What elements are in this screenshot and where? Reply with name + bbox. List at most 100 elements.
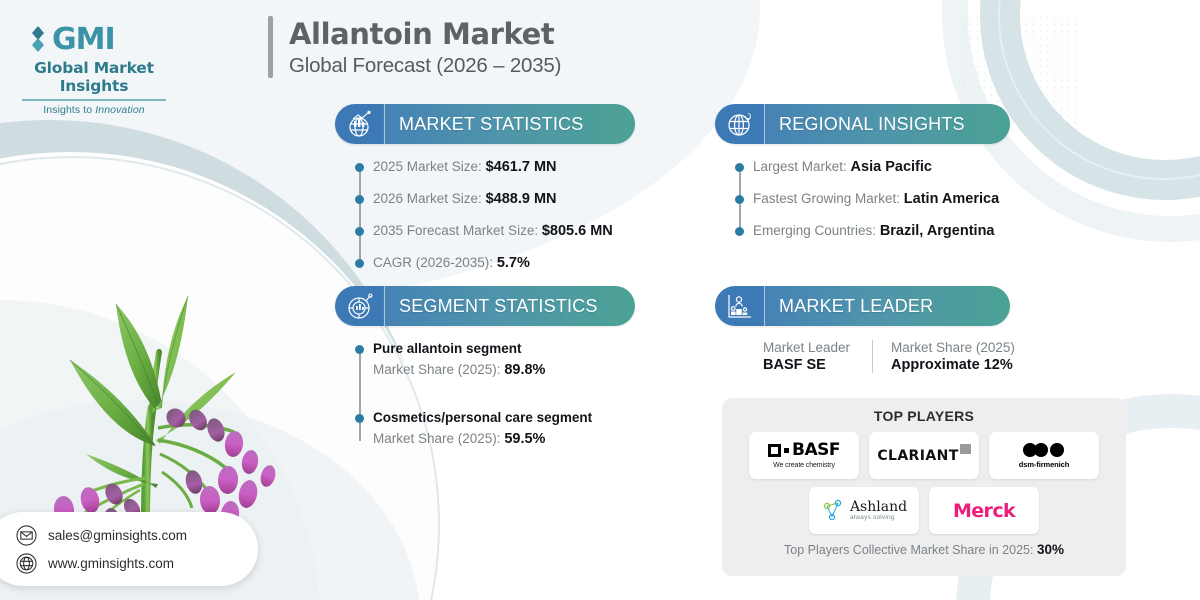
list-item: 2025 Market Size: $461.7 MN xyxy=(355,158,635,177)
logo-tagline-emphasis: Innovation xyxy=(95,103,145,116)
list-item: CAGR (2026-2035): 5.7% xyxy=(355,254,635,273)
merck-wordmark: Merck xyxy=(952,499,1016,522)
top-players-row: Ashland always solving Merck xyxy=(734,487,1114,534)
segment-statistics-list: Pure allantoin segment Market Share (202… xyxy=(355,340,635,449)
logo-company-name: Global Market Insights xyxy=(34,59,154,95)
gmi-logo: GMI Global Market Insights Insights to I… xyxy=(12,22,176,116)
panel-header-market-leader: MARKET LEADER xyxy=(715,286,1010,326)
donut-chart-icon xyxy=(335,286,385,326)
panel-segment-statistics: SEGMENT STATISTICS Pure allantoin segmen… xyxy=(335,286,635,449)
title-accent-bar xyxy=(268,16,273,79)
segment-share-label: Market Share (2025): xyxy=(373,361,505,377)
market-share-column: Market Share (2025) Approximate 12% xyxy=(872,340,1037,373)
panel-title-market-leader: MARKET LEADER xyxy=(779,295,934,316)
segment-share-value: 89.8% xyxy=(504,361,546,378)
dsm-wordmark: dsm-firmenich xyxy=(1018,459,1070,469)
list-item: Fastest Growing Market: Latin America xyxy=(735,190,1010,209)
item-value: Latin America xyxy=(903,190,1000,207)
segment-share-label: Market Share (2025): xyxy=(373,430,505,446)
panel-market-leader: MARKET LEADER Market Leader BASF SE Mark… xyxy=(715,286,1015,373)
list-item: 2035 Forecast Market Size: $805.6 MN xyxy=(355,222,635,241)
contact-website-text: www.gminsights.com xyxy=(48,555,175,571)
podium-leader-icon xyxy=(715,286,765,326)
panel-regional-insights: REGIONAL INSIGHTS Largest Market: Asia P… xyxy=(715,104,1010,241)
clariant-square-icon xyxy=(959,443,971,454)
market-leader-column: Market Leader BASF SE xyxy=(763,340,872,373)
item-value: Brazil, Argentina xyxy=(879,222,995,239)
svg-text:GMI: GMI xyxy=(52,22,115,56)
market-share-value: Approximate 12% xyxy=(891,357,1013,373)
ashland-text: Ashland always solving xyxy=(850,500,907,522)
logo-tile-merck[interactable]: Merck xyxy=(929,487,1039,534)
globe-icon xyxy=(16,552,37,574)
list-item: Pure allantoin segment Market Share (202… xyxy=(355,340,635,379)
contact-email-text: sales@gminsights.com xyxy=(48,527,188,543)
gmi-logo-mark: GMI xyxy=(12,22,176,56)
ashland-tagline: always solving xyxy=(849,513,895,521)
dsm-firmenich-logo: dsm-firmenich xyxy=(1018,442,1070,469)
item-value: $805.6 MN xyxy=(541,222,613,239)
segment-name: Pure allantoin segment xyxy=(373,341,522,356)
panel-header-market-statistics: MARKET STATISTICS xyxy=(335,104,635,144)
basf-square-icon xyxy=(768,444,781,457)
top-players-panel: TOP PLAYERS BASF We create chemistry CLA… xyxy=(722,398,1126,576)
market-statistics-list: 2025 Market Size: $461.7 MN 2026 Market … xyxy=(355,158,635,272)
contact-website-row[interactable]: www.gminsights.com xyxy=(16,552,258,574)
list-item: Emerging Countries: Brazil, Argentina xyxy=(735,222,1010,241)
panel-market-statistics: MARKET STATISTICS 2025 Market Size: $461… xyxy=(335,104,635,272)
item-value: $461.7 MN xyxy=(485,159,557,175)
ashland-node-icon xyxy=(823,499,842,520)
item-label: 2026 Market Size: xyxy=(373,190,486,206)
clariant-logo: CLARIANT xyxy=(877,443,971,464)
email-icon xyxy=(16,524,37,546)
segment-name: Cosmetics/personal care segment xyxy=(373,410,593,426)
dsm-dots-icon xyxy=(1019,442,1069,457)
contact-email-row[interactable]: sales@gminsights.com xyxy=(16,524,258,546)
market-share-label: Market Share (2025) xyxy=(891,340,1015,355)
logo-divider xyxy=(22,99,166,101)
market-leader-label: Market Leader xyxy=(763,340,851,355)
globe-chart-icon xyxy=(335,104,385,144)
segment-share-value: 59.5% xyxy=(504,430,546,447)
logo-tagline-pre: Insights to xyxy=(43,103,96,116)
panel-header-regional-insights: REGIONAL INSIGHTS xyxy=(715,104,1010,144)
diamond-icon xyxy=(31,26,44,52)
ashland-wordmark: Ashland xyxy=(849,498,908,515)
item-value: Asia Pacific xyxy=(850,159,932,175)
panel-title-market-statistics: MARKET STATISTICS xyxy=(399,113,584,134)
item-label: Largest Market: xyxy=(753,159,851,174)
logo-tile-clariant[interactable]: CLARIANT xyxy=(869,432,979,479)
panel-header-segment-statistics: SEGMENT STATISTICS xyxy=(335,286,635,326)
basf-logo: BASF We create chemistry xyxy=(768,442,840,469)
panel-title-regional-insights: REGIONAL INSIGHTS xyxy=(779,113,965,134)
collective-share-value: 30% xyxy=(1036,542,1064,557)
panel-title-segment-statistics: SEGMENT STATISTICS xyxy=(399,295,598,316)
logo-tile-ashland[interactable]: Ashland always solving xyxy=(809,487,919,534)
contact-card: sales@gminsights.com www.gminsights.com xyxy=(0,512,258,586)
top-players-row: BASF We create chemistry CLARIANT dsm-fi… xyxy=(734,432,1114,479)
ashland-logo: Ashland always solving xyxy=(821,498,907,524)
basf-logo-mark: BASF xyxy=(768,442,840,459)
regional-insights-list: Largest Market: Asia Pacific Fastest Gro… xyxy=(735,158,1010,241)
top-players-title: TOP PLAYERS xyxy=(873,408,975,424)
list-item: Cosmetics/personal care segment Market S… xyxy=(355,409,635,448)
basf-wordmark: BASF xyxy=(792,440,840,460)
item-label: Fastest Growing Market: xyxy=(753,190,904,206)
collective-share-label: Top Players Collective Market Share in 2… xyxy=(784,543,1037,557)
item-label: Emerging Countries: xyxy=(753,222,880,238)
market-leader-value: BASF SE xyxy=(763,357,826,373)
list-item: 2026 Market Size: $488.9 MN xyxy=(355,190,635,209)
item-value: 5.7% xyxy=(496,254,530,271)
logo-tile-basf[interactable]: BASF We create chemistry xyxy=(749,432,859,479)
item-label: CAGR (2026-2035): xyxy=(373,254,497,270)
gmi-wordmark: GMI xyxy=(52,22,116,56)
logo-tile-dsm-firmenich[interactable]: dsm-firmenich xyxy=(989,432,1099,479)
basf-tagline: We create chemistry xyxy=(773,462,835,469)
page-title: Allantoin Market Global Forecast (2026 –… xyxy=(268,16,562,79)
logo-tagline: Insights to Innovation xyxy=(12,104,176,116)
title-subtitle: Global Forecast (2026 – 2035) xyxy=(289,54,562,78)
item-value: $488.9 MN xyxy=(485,190,557,207)
list-item: Largest Market: Asia Pacific xyxy=(735,158,1010,177)
title-main: Allantoin Market xyxy=(289,17,555,51)
clariant-wordmark: CLARIANT xyxy=(877,447,959,464)
